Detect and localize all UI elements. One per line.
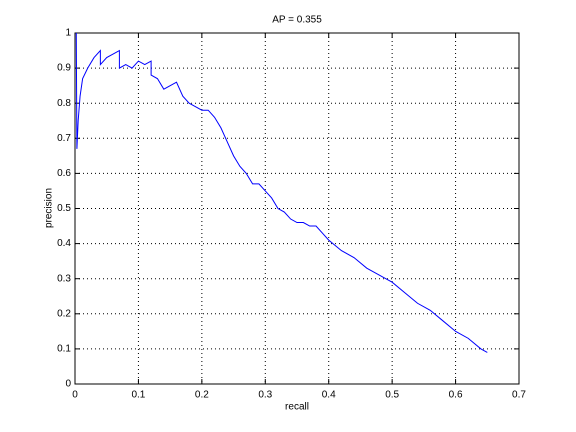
y-tick-label: 0.4 — [57, 238, 71, 249]
y-tick-label: 0.7 — [57, 133, 71, 144]
y-tick-label: 1 — [65, 28, 71, 39]
pr-curve — [75, 32, 488, 353]
y-tick-label: 0.9 — [57, 63, 71, 74]
y-tick-label: 0.2 — [57, 308, 71, 319]
x-tick-label: 0 — [72, 390, 78, 401]
chart-title: AP = 0.355 — [272, 15, 322, 26]
plot-frame — [74, 32, 520, 385]
y-tick-label: 0.6 — [57, 168, 71, 179]
x-tick-label: 0.5 — [385, 390, 399, 401]
x-tick-label: 0.4 — [322, 390, 336, 401]
y-tick-label: 0.8 — [57, 98, 71, 109]
y-tick-label: 0.3 — [57, 273, 71, 284]
y-tick-label: 0.5 — [57, 203, 71, 214]
x-tick-label: 0.2 — [195, 390, 209, 401]
x-axis-label: recall — [285, 402, 309, 413]
x-tick-label: 0.6 — [449, 390, 463, 401]
x-tick-label: 0.7 — [512, 390, 526, 401]
y-axis-label: precision — [44, 188, 55, 228]
x-tick-label: 0.3 — [258, 390, 272, 401]
x-tick-label: 0.1 — [131, 390, 145, 401]
y-tick-label: 0 — [65, 379, 71, 390]
y-tick-label: 0.1 — [57, 344, 71, 355]
